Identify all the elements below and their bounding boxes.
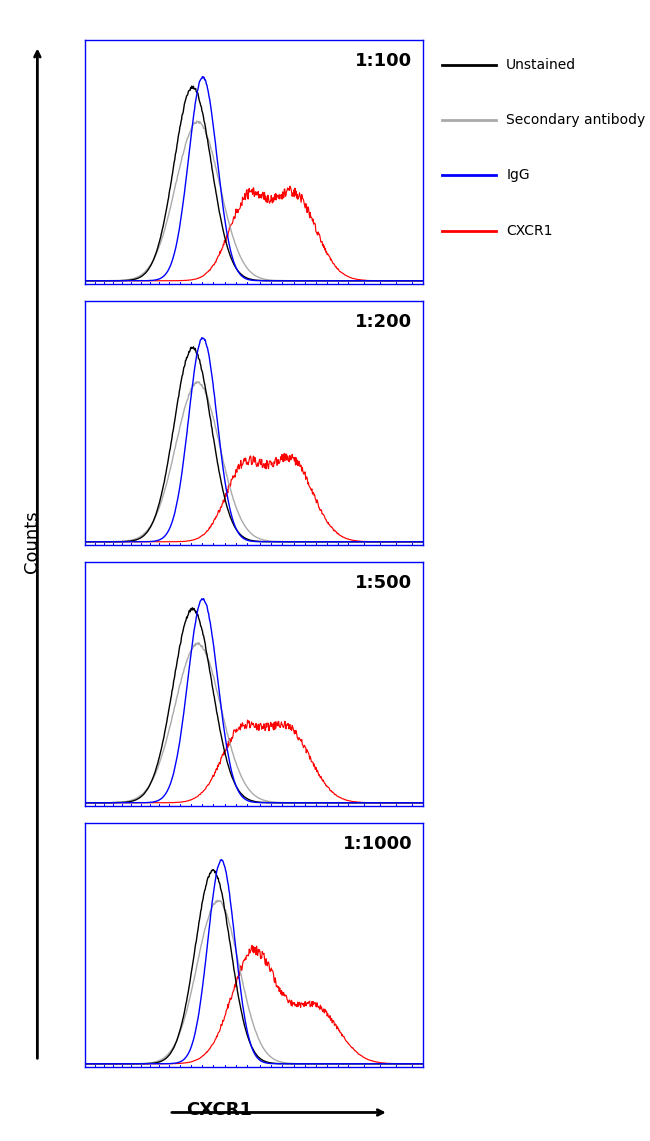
Text: Secondary antibody only: Secondary antibody only [506,113,650,127]
Text: 1:1000: 1:1000 [343,835,412,853]
Text: 1:500: 1:500 [356,574,412,592]
Text: IgG: IgG [506,169,530,183]
Text: 1:100: 1:100 [356,52,412,70]
Text: CXCR1: CXCR1 [506,224,552,238]
Text: 1:200: 1:200 [356,313,412,331]
Text: Unstained: Unstained [506,57,577,72]
Text: Counts: Counts [23,511,42,573]
Text: CXCR1: CXCR1 [186,1101,252,1119]
